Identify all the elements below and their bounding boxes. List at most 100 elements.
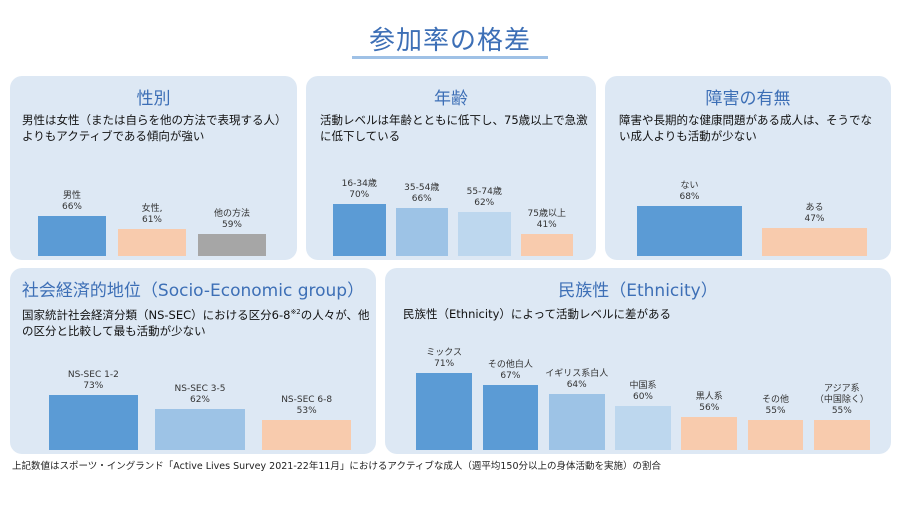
chart-sex: 男性 66% 女性, 61% 他の方法 59%	[32, 180, 272, 256]
value-label: 66%	[61, 202, 82, 212]
panel-title-sex: 性別	[136, 89, 171, 109]
bar-disability-0	[637, 206, 742, 256]
category-label: 女性,	[141, 203, 163, 214]
chart-disability: ない 68% ある 47%	[627, 178, 877, 256]
nssec-desc-post: の人々が、他の区分と比較して最も活動が少ない	[22, 307, 370, 338]
bar-label-ethnicity-2: イギリス系白人 64%	[544, 369, 610, 391]
category-label: 16-34歳	[341, 179, 377, 189]
bar-label-ethnicity-5: その他 55%	[742, 395, 808, 417]
bar-label-sex-2: 他の方法 59%	[192, 209, 272, 231]
panel-nssec: 社会経済的地位（Socio-Economic group） 国家統計社会経済分類…	[10, 268, 376, 454]
category-label: 黒人系	[695, 392, 723, 403]
category-label: 75歳以上	[527, 209, 566, 220]
panel-title-age: 年齢	[434, 89, 468, 109]
bar-age-0	[333, 204, 386, 256]
panel-title-ethnicity: 民族性（Ethnicity）	[558, 281, 718, 301]
bar-sex-1	[118, 228, 186, 256]
panel-sex: 性別 男性は女性（または自らを他の方法で表現する人）よりもアクティブである傾向が…	[10, 76, 297, 260]
bar-ethnicity-6	[814, 420, 870, 450]
bar-nssec-2	[261, 420, 352, 450]
category-label: NS-SEC 1-2	[67, 369, 119, 380]
panel-desc-age: 活動レベルは年齢とともに低下し、75歳以上で急激に低下している	[320, 113, 588, 143]
bar-label-nssec-1: NS-SEC 3-5 62%	[147, 384, 254, 406]
category-label: アジア系 （中国除く）	[814, 384, 869, 406]
bar-label-ethnicity-6: アジア系 （中国除く） 55%	[809, 384, 875, 417]
value-label: 55%	[831, 406, 852, 417]
category-label: イギリス系白人	[545, 368, 609, 379]
bar-label-ethnicity-3: 中国系 60%	[610, 381, 676, 403]
value-label: 66%	[411, 194, 432, 205]
value-label: 68%	[679, 192, 700, 203]
chart-age: 16-34歳 70% 35-54歳 66% 55-74歳 62% 75歳以上 41%	[328, 178, 578, 256]
bar-label-age-0: 16-34歳 70%	[328, 179, 391, 201]
bar-age-3	[520, 234, 573, 256]
bar-label-sex-0: 男性 66%	[32, 191, 112, 213]
bar-ethnicity-1	[482, 384, 539, 450]
value-label: 59%	[221, 219, 242, 230]
category-label: 55-74歳	[466, 187, 502, 198]
value-label: 41%	[536, 220, 557, 231]
bar-ethnicity-0	[416, 372, 472, 450]
bar-label-nssec-2: NS-SEC 6-8 53%	[253, 395, 360, 417]
value-label: 67%	[500, 370, 521, 381]
value-label: 61%	[141, 214, 162, 225]
panel-desc-sex: 男性は女性（または自らを他の方法で表現する人）よりもアクティブである傾向が強い	[22, 113, 287, 143]
panel-age: 年齢 活動レベルは年齢とともに低下し、75歳以上で急激に低下している 16-34…	[306, 76, 596, 260]
bar-disability-1	[762, 227, 867, 256]
bar-age-1	[395, 208, 448, 256]
bar-label-disability-1: ある 47%	[752, 203, 877, 225]
category-label: 35-54歳	[404, 183, 440, 194]
bar-label-disability-0: ない 68%	[627, 181, 752, 203]
bar-label-age-2: 55-74歳 62%	[453, 187, 516, 209]
bar-label-age-1: 35-54歳 66%	[391, 183, 454, 205]
value-label: 71%	[434, 358, 455, 369]
category-label: その他	[762, 395, 790, 406]
category-label: ミックス	[426, 347, 462, 358]
value-label: 62%	[474, 198, 495, 209]
nssec-desc-pre: 国家統計社会経済分類（NS-SEC）における区分6-8	[22, 307, 291, 322]
bar-label-ethnicity-0: ミックス 71%	[411, 348, 477, 370]
panel-title-disability: 障害の有無	[705, 89, 791, 109]
bar-label-age-3: 75歳以上 41%	[516, 209, 579, 231]
category-label: ある	[805, 202, 824, 213]
panel-desc-disability: 障害や長期的な健康問題がある成人は、そうでない成人よりも活動が少ない	[619, 113, 872, 143]
panel-disability: 障害の有無 障害や長期的な健康問題がある成人は、そうでない成人よりも活動が少ない…	[605, 76, 891, 260]
chart-nssec: NS-SEC 1-2 73% NS-SEC 3-5 62% NS-SEC 6-8 53%	[40, 366, 360, 450]
panel-desc-ethnicity: 民族性（Ethnicity）によって活動レベルに差がある	[403, 307, 671, 321]
bar-age-2	[458, 212, 511, 256]
category-label: NS-SEC 3-5	[174, 383, 226, 394]
value-label: 53%	[296, 406, 317, 417]
bar-ethnicity-4	[681, 417, 738, 450]
nssec-desc-sup: ※2	[290, 308, 301, 316]
category-label: 中国系	[629, 380, 657, 391]
bar-nssec-0	[48, 394, 139, 450]
category-label: その他白人	[487, 359, 533, 370]
bar-ethnicity-5	[747, 420, 804, 450]
panel-title-nssec: 社会経済的地位（Socio-Economic group）	[21, 281, 365, 301]
panel-ethnicity: 民族性（Ethnicity） 民族性（Ethnicity）によって活動レベルに差…	[385, 268, 891, 454]
page-title: 参加率の格差	[368, 26, 531, 56]
value-label: 64%	[566, 379, 587, 390]
chart-ethnicity: ミックス 71% その他白人 67% イギリス系白人 64% 中国系 60% 黒人系 56% その他…	[411, 334, 875, 450]
category-label: ない	[680, 181, 699, 192]
value-label: 60%	[632, 391, 653, 402]
bar-sex-2	[198, 233, 266, 256]
category-label: 男性	[62, 191, 81, 201]
bar-label-sex-1: 女性, 61%	[112, 204, 192, 226]
bar-label-nssec-0: NS-SEC 1-2 73%	[40, 370, 147, 392]
category-label: 他の方法	[213, 208, 250, 219]
value-label: 62%	[189, 394, 210, 405]
value-label: 73%	[83, 380, 104, 391]
bar-nssec-1	[155, 408, 245, 450]
value-label: 55%	[765, 406, 786, 417]
value-label: 56%	[699, 403, 720, 414]
panel-desc-nssec: 国家統計社会経済分類（NS-SEC）における区分6-8※2の人々が、他の区分と比…	[22, 304, 370, 339]
footnote: 上記数値はスポーツ・イングランド「Active Lives Survey 202…	[12, 461, 662, 472]
value-label: 70%	[349, 190, 370, 200]
bar-sex-0	[38, 216, 106, 256]
value-label: 47%	[804, 213, 825, 224]
bar-ethnicity-2	[548, 393, 605, 450]
title-underline	[352, 56, 548, 59]
category-label: NS-SEC 6-8	[281, 395, 333, 406]
bar-label-ethnicity-1: その他白人 67%	[477, 360, 543, 382]
